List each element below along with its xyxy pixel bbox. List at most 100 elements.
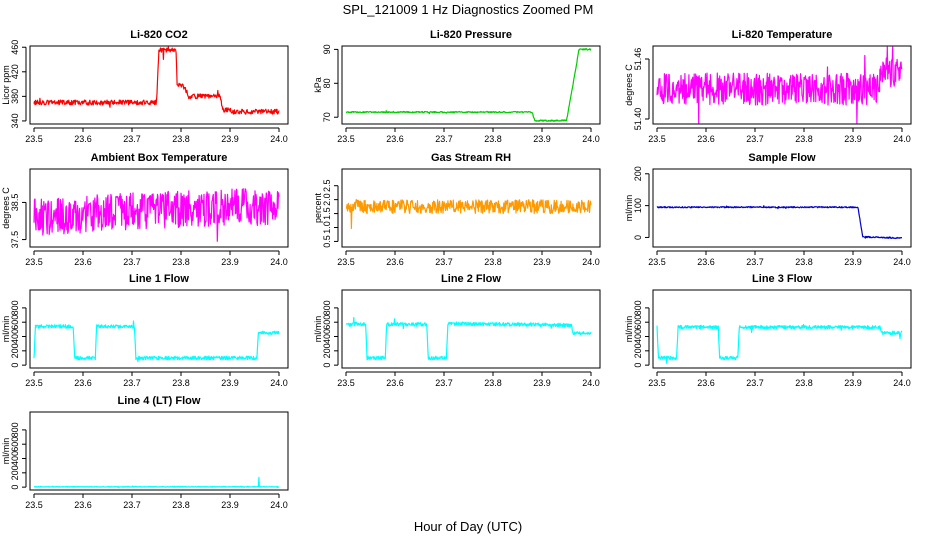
chart-panel: Line 2 Flow 23.5 23.6 23.7 23.8 23.9 24.0 0 2004… (313, 273, 601, 388)
y-tick-label: 800 (322, 300, 332, 315)
y-tick-label: 420 (10, 64, 20, 79)
chart-panel: Gas Stream RH 23.5 23.6 23.7 23.8 23.9 24.0 0.5… (313, 152, 601, 267)
x-tick-label: 23.9 (533, 378, 551, 388)
x-tick-label: 23.7 (435, 257, 453, 267)
y-tick-label: 600 (10, 437, 20, 452)
x-tick-label: 23.6 (386, 257, 404, 267)
y-tick-label: 100 (633, 198, 643, 213)
x-tick-label: 23.6 (74, 500, 92, 510)
chart-panel: Line 1 Flow 23.5 23.6 23.7 23.8 23.9 24.0 0 2004… (1, 273, 289, 388)
y-tick-label: 0 (10, 485, 20, 490)
y-tick-label: 0 (322, 363, 332, 368)
y-tick-label: 80 (322, 78, 332, 88)
chart-title: Ambient Box Temperature (91, 152, 228, 164)
x-tick-label: 23.7 (746, 378, 764, 388)
y-axis-label: ml/min (1, 316, 11, 343)
plot-frame (652, 168, 912, 248)
x-tick-label: 23.7 (123, 500, 141, 510)
x-tick-label: 23.8 (172, 500, 190, 510)
y-tick-label: 400 (10, 329, 20, 344)
x-tick-label: 24.0 (270, 257, 288, 267)
chart-panel: Sample Flow 23.5 23.6 23.7 23.8 23.9 24.0 0 100 2… (624, 152, 912, 267)
x-tick-label: 23.9 (533, 257, 551, 267)
y-tick-label: 600 (322, 315, 332, 330)
plot-frame (29, 45, 289, 125)
panel-grid: Li-820 CO2 23.5 23.6 23.7 23.8 23.9 24.0 340 380… (1, 29, 912, 510)
y-axis-label: percent (313, 192, 323, 223)
chart-panel: Li-820 CO2 23.5 23.6 23.7 23.8 23.9 24.0 340 380… (1, 29, 289, 144)
y-tick-label: 37.5 (10, 231, 20, 249)
chart-title: Line 2 Flow (441, 273, 501, 285)
chart-panel: Li-820 Pressure 23.5 23.6 23.7 23.8 23.9 24.0 7… (313, 29, 601, 144)
y-tick-label: 460 (10, 40, 20, 55)
x-tick-label: 23.9 (533, 134, 551, 144)
x-tick-label: 23.5 (648, 134, 666, 144)
x-tick-label: 23.6 (386, 378, 404, 388)
y-tick-label: 340 (10, 113, 20, 128)
y-tick-label: 400 (633, 329, 643, 344)
chart-title: Li-820 CO2 (130, 29, 187, 41)
plot-frame (341, 289, 601, 369)
y-axis-label: ml/min (624, 316, 634, 343)
plot-frame (652, 289, 912, 369)
chart-panel: Ambient Box Temperature 23.5 23.6 23.7 23.8 2… (1, 152, 289, 267)
y-axis-label: ml/min (624, 195, 634, 222)
y-tick-label: 70 (322, 112, 332, 122)
x-tick-label: 23.7 (435, 134, 453, 144)
series-line (656, 205, 903, 240)
series-line (33, 46, 280, 115)
chart-title: Sample Flow (748, 152, 816, 164)
y-tick-label: 1.5 (322, 207, 332, 220)
x-tick-label: 23.8 (484, 378, 502, 388)
y-tick-label: 200 (10, 465, 20, 480)
x-tick-label: 24.0 (270, 134, 288, 144)
x-tick-label: 23.9 (221, 500, 239, 510)
x-tick-label: 24.0 (582, 378, 600, 388)
series-line (33, 320, 280, 363)
y-tick-label: 2.5 (322, 179, 332, 192)
y-tick-label: 51.46 (633, 48, 643, 71)
y-tick-label: 200 (633, 343, 643, 358)
x-tick-label: 23.9 (221, 257, 239, 267)
x-tick-label: 23.5 (25, 378, 43, 388)
series-line (656, 46, 903, 124)
x-tick-label: 23.6 (386, 134, 404, 144)
y-axis-label: kPa (313, 77, 323, 93)
chart-panel: Line 3 Flow 23.5 23.6 23.7 23.8 23.9 24.0 0 2004… (624, 273, 912, 388)
x-tick-label: 23.7 (746, 134, 764, 144)
y-tick-label: 0 (633, 363, 643, 368)
y-tick-label: 800 (10, 422, 20, 437)
y-tick-label: 2.0 (322, 193, 332, 206)
chart-panel: Li-820 Temperature 23.5 23.6 23.7 23.8 23.9 24… (624, 29, 912, 144)
x-tick-label: 23.8 (484, 257, 502, 267)
x-tick-label: 23.5 (648, 378, 666, 388)
x-tick-label: 24.0 (893, 378, 911, 388)
x-tick-label: 23.9 (844, 134, 862, 144)
figure-title: SPL_121009 1 Hz Diagnostics Zoomed PM (343, 2, 594, 17)
series-line (33, 476, 280, 489)
y-tick-label: 380 (10, 89, 20, 104)
y-tick-label: 800 (10, 300, 20, 315)
chart-title: Line 3 Flow (752, 273, 812, 285)
plot-frame (29, 289, 289, 369)
x-tick-label: 23.8 (484, 134, 502, 144)
y-tick-label: 200 (322, 343, 332, 358)
x-tick-label: 23.8 (795, 134, 813, 144)
x-tick-label: 24.0 (270, 500, 288, 510)
chart-title: Line 1 Flow (129, 273, 189, 285)
y-axis-label: degrees C (624, 64, 634, 106)
x-tick-label: 23.7 (746, 257, 764, 267)
y-tick-label: 200 (10, 343, 20, 358)
plot-frame (652, 45, 912, 125)
y-tick-label: 200 (633, 166, 643, 181)
y-axis-label: degrees C (1, 187, 11, 229)
x-tick-label: 23.7 (435, 378, 453, 388)
x-tick-label: 23.9 (844, 257, 862, 267)
y-tick-label: 800 (633, 300, 643, 315)
y-tick-label: 38.5 (10, 194, 20, 212)
y-tick-label: 51.40 (633, 108, 643, 131)
chart-title: Gas Stream RH (431, 152, 511, 164)
chart-panel: Line 4 (LT) Flow 23.5 23.6 23.7 23.8 23.9 24.0… (1, 395, 289, 510)
x-tick-label: 23.5 (25, 134, 43, 144)
